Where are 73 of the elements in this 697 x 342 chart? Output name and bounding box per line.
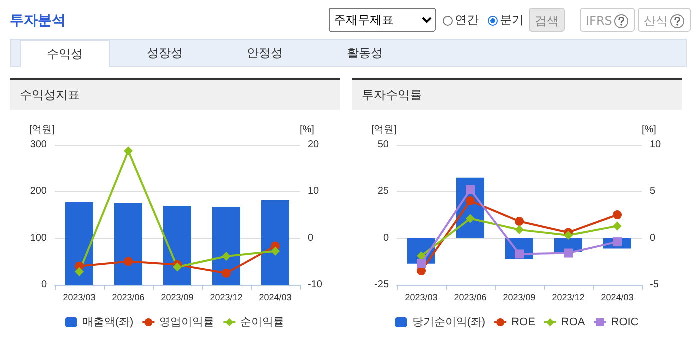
- y-axis-title: [억원]: [371, 124, 398, 136]
- y-tick-label: -25: [374, 280, 390, 290]
- text: 활동성: [346, 45, 384, 62]
- text: 수익성: [20, 40, 110, 67]
- y2-tick-label: 0: [308, 232, 314, 244]
- bar: [262, 200, 290, 285]
- text: 연간: [454, 12, 479, 29]
- x-tick-label: 2024/03: [601, 292, 634, 302]
- bar: [114, 203, 142, 285]
- point: [271, 246, 280, 256]
- point: [564, 248, 573, 258]
- point: [466, 185, 475, 194]
- legend-label: 영업이익률: [160, 316, 215, 328]
- y-tick-label: 100: [30, 232, 48, 244]
- text: 산식: [638, 8, 691, 32]
- point: [564, 231, 573, 240]
- legend-label: 당기순이익(좌): [412, 316, 486, 328]
- text: 분기: [499, 12, 524, 29]
- point: [515, 225, 524, 234]
- text: 안정성: [246, 45, 284, 62]
- y-tick-label: 200: [30, 186, 48, 198]
- point: [124, 146, 133, 156]
- point: [515, 250, 524, 259]
- legend-label: ROIC: [611, 316, 639, 328]
- y2-tick-label: 10: [650, 140, 662, 150]
- legend-label: 매출액(좌): [82, 316, 134, 328]
- x-tick-label: 2023/12: [210, 292, 243, 302]
- x-tick-label: 2023/09: [503, 292, 536, 302]
- text: 주재무제표: [329, 8, 436, 32]
- x-tick-label: 2023/06: [454, 292, 487, 302]
- x-tick-label: 2024/03: [259, 292, 292, 302]
- y-tick-label: 25: [378, 186, 390, 198]
- legend-label: ROE: [512, 316, 536, 328]
- text: 성장성: [146, 45, 184, 62]
- point: [613, 210, 622, 220]
- x-tick-label: 2023/12: [552, 292, 585, 302]
- point: [417, 259, 426, 268]
- y-tick-label: 50: [378, 140, 390, 150]
- point: [222, 268, 231, 278]
- point: [222, 252, 231, 262]
- bar: [66, 202, 94, 285]
- y2-tick-label: 5: [650, 186, 656, 198]
- bar: [212, 207, 240, 285]
- y2-axis-title: [%]: [300, 124, 315, 136]
- y-tick-label: 300: [30, 140, 48, 150]
- x-tick-label: 2023/03: [63, 292, 96, 302]
- legend-label: 순이익률: [240, 316, 285, 328]
- text: 검색: [529, 8, 565, 32]
- x-tick-label: 2023/09: [161, 292, 194, 302]
- y-tick-label: 0: [383, 232, 390, 244]
- y2-tick-label: 0: [650, 232, 656, 244]
- y2-tick-label: -10: [308, 280, 323, 290]
- point: [515, 217, 524, 226]
- point: [75, 267, 84, 276]
- text: 투자분석: [10, 12, 66, 30]
- point: [613, 222, 622, 231]
- point: [173, 262, 182, 272]
- point: [124, 257, 133, 266]
- x-tick-label: 2023/03: [405, 292, 438, 302]
- chart-title: 투자수익률: [352, 80, 682, 110]
- x-tick-label: 2023/06: [112, 292, 145, 302]
- chart-title: 수익성지표: [10, 80, 340, 110]
- point: [466, 196, 475, 206]
- y2-tick-label: 10: [308, 186, 320, 198]
- y-axis-title: [억원]: [29, 124, 56, 136]
- y2-tick-label: 20: [308, 140, 320, 150]
- legend-label: ROA: [561, 316, 586, 328]
- y2-axis-title: [%]: [642, 124, 657, 136]
- text: IFRS: [580, 8, 636, 32]
- point: [466, 214, 475, 224]
- y2-tick-label: -5: [650, 280, 660, 290]
- bar: [164, 206, 192, 285]
- y-tick-label: 0: [41, 280, 48, 290]
